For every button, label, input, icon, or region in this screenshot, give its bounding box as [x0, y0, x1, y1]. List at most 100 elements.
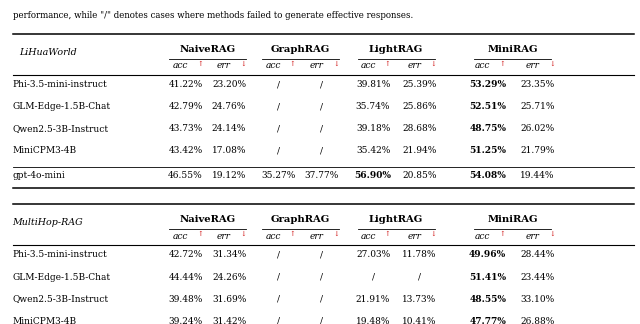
Text: 41.22%: 41.22%: [168, 80, 203, 89]
Text: acc: acc: [266, 61, 281, 70]
Text: 21.79%: 21.79%: [520, 146, 555, 155]
Text: ↓: ↓: [549, 230, 555, 238]
Text: err: err: [310, 61, 324, 70]
Text: acc: acc: [360, 61, 376, 70]
Text: /: /: [277, 102, 280, 111]
Text: ↑: ↑: [197, 60, 203, 68]
Text: 54.08%: 54.08%: [469, 171, 506, 180]
Text: err: err: [525, 61, 540, 70]
Text: 53.29%: 53.29%: [469, 80, 506, 89]
Text: 31.69%: 31.69%: [212, 295, 246, 304]
Text: acc: acc: [360, 232, 376, 241]
Text: Phi-3.5-mini-instruct: Phi-3.5-mini-instruct: [13, 80, 108, 89]
Text: err: err: [525, 232, 540, 241]
Text: ↑: ↑: [197, 230, 203, 238]
Text: err: err: [407, 232, 421, 241]
Text: ↑: ↑: [290, 230, 296, 238]
Text: 23.20%: 23.20%: [212, 80, 246, 89]
Text: 24.76%: 24.76%: [212, 102, 246, 111]
Text: 49.96%: 49.96%: [469, 250, 506, 260]
Text: /: /: [277, 250, 280, 260]
Text: ↓: ↓: [241, 60, 246, 68]
Text: ↓: ↓: [549, 60, 555, 68]
Text: ↑: ↑: [385, 230, 390, 238]
Text: ↓: ↓: [333, 60, 339, 68]
Text: 33.10%: 33.10%: [520, 295, 555, 304]
Text: 35.74%: 35.74%: [356, 102, 390, 111]
Text: MiniCPM3-4B: MiniCPM3-4B: [13, 317, 77, 324]
Text: ↑: ↑: [290, 60, 296, 68]
Text: /: /: [277, 146, 280, 155]
Text: 31.42%: 31.42%: [212, 317, 246, 324]
Text: 25.86%: 25.86%: [402, 102, 436, 111]
Text: acc: acc: [475, 232, 490, 241]
Text: 24.26%: 24.26%: [212, 272, 246, 282]
Text: LiHuaWorld: LiHuaWorld: [19, 48, 77, 57]
Text: LightRAG: LightRAG: [369, 45, 423, 54]
Text: 35.42%: 35.42%: [356, 146, 390, 155]
Text: ↑: ↑: [499, 230, 505, 238]
Text: MiniRAG: MiniRAG: [488, 45, 538, 54]
Text: 51.41%: 51.41%: [469, 272, 506, 282]
Text: acc: acc: [173, 232, 188, 241]
Text: GLM-Edge-1.5B-Chat: GLM-Edge-1.5B-Chat: [13, 102, 111, 111]
Text: 26.88%: 26.88%: [520, 317, 555, 324]
Text: /: /: [321, 80, 323, 89]
Text: 35.27%: 35.27%: [261, 171, 296, 180]
Text: acc: acc: [266, 232, 281, 241]
Text: 25.39%: 25.39%: [402, 80, 436, 89]
Text: /: /: [321, 272, 323, 282]
Text: 19.48%: 19.48%: [356, 317, 390, 324]
Text: 13.73%: 13.73%: [402, 295, 436, 304]
Text: 48.75%: 48.75%: [469, 124, 506, 133]
Text: /: /: [372, 272, 374, 282]
Text: 23.35%: 23.35%: [520, 80, 555, 89]
Text: /: /: [321, 124, 323, 133]
Text: 47.77%: 47.77%: [469, 317, 506, 324]
Text: Qwen2.5-3B-Instruct: Qwen2.5-3B-Instruct: [13, 124, 109, 133]
Text: 43.42%: 43.42%: [168, 146, 203, 155]
Text: err: err: [407, 61, 421, 70]
Text: acc: acc: [475, 61, 490, 70]
Text: MiniRAG: MiniRAG: [488, 215, 538, 225]
Text: LightRAG: LightRAG: [369, 215, 423, 225]
Text: 17.08%: 17.08%: [212, 146, 246, 155]
Text: 28.44%: 28.44%: [520, 250, 555, 260]
Text: ↓: ↓: [431, 230, 436, 238]
Text: err: err: [217, 232, 231, 241]
Text: 24.14%: 24.14%: [212, 124, 246, 133]
Text: NaiveRAG: NaiveRAG: [179, 215, 236, 225]
Text: 37.77%: 37.77%: [305, 171, 339, 180]
Text: ↑: ↑: [499, 60, 505, 68]
Text: 19.12%: 19.12%: [212, 171, 246, 180]
Text: 21.94%: 21.94%: [402, 146, 436, 155]
Text: /: /: [321, 146, 323, 155]
Text: MultiHop-RAG: MultiHop-RAG: [13, 218, 83, 227]
Text: 43.73%: 43.73%: [168, 124, 203, 133]
Text: 48.55%: 48.55%: [469, 295, 506, 304]
Text: performance, while "/" denotes cases where methods failed to generate effective : performance, while "/" denotes cases whe…: [13, 11, 413, 20]
Text: 25.71%: 25.71%: [520, 102, 555, 111]
Text: 28.68%: 28.68%: [402, 124, 436, 133]
Text: GLM-Edge-1.5B-Chat: GLM-Edge-1.5B-Chat: [13, 272, 111, 282]
Text: ↑: ↑: [385, 60, 390, 68]
Text: /: /: [321, 317, 323, 324]
Text: NaiveRAG: NaiveRAG: [179, 45, 236, 54]
Text: 11.78%: 11.78%: [402, 250, 436, 260]
Text: 26.02%: 26.02%: [520, 124, 555, 133]
Text: 52.51%: 52.51%: [469, 102, 506, 111]
Text: GraphRAG: GraphRAG: [271, 215, 330, 225]
Text: 31.34%: 31.34%: [212, 250, 246, 260]
Text: ↓: ↓: [431, 60, 436, 68]
Text: err: err: [217, 61, 231, 70]
Text: 42.79%: 42.79%: [168, 102, 203, 111]
Text: /: /: [418, 272, 420, 282]
Text: /: /: [277, 80, 280, 89]
Text: 39.81%: 39.81%: [356, 80, 390, 89]
Text: 42.72%: 42.72%: [168, 250, 203, 260]
Text: err: err: [310, 232, 324, 241]
Text: 39.18%: 39.18%: [356, 124, 390, 133]
Text: 44.44%: 44.44%: [168, 272, 203, 282]
Text: /: /: [321, 250, 323, 260]
Text: MiniCPM3-4B: MiniCPM3-4B: [13, 146, 77, 155]
